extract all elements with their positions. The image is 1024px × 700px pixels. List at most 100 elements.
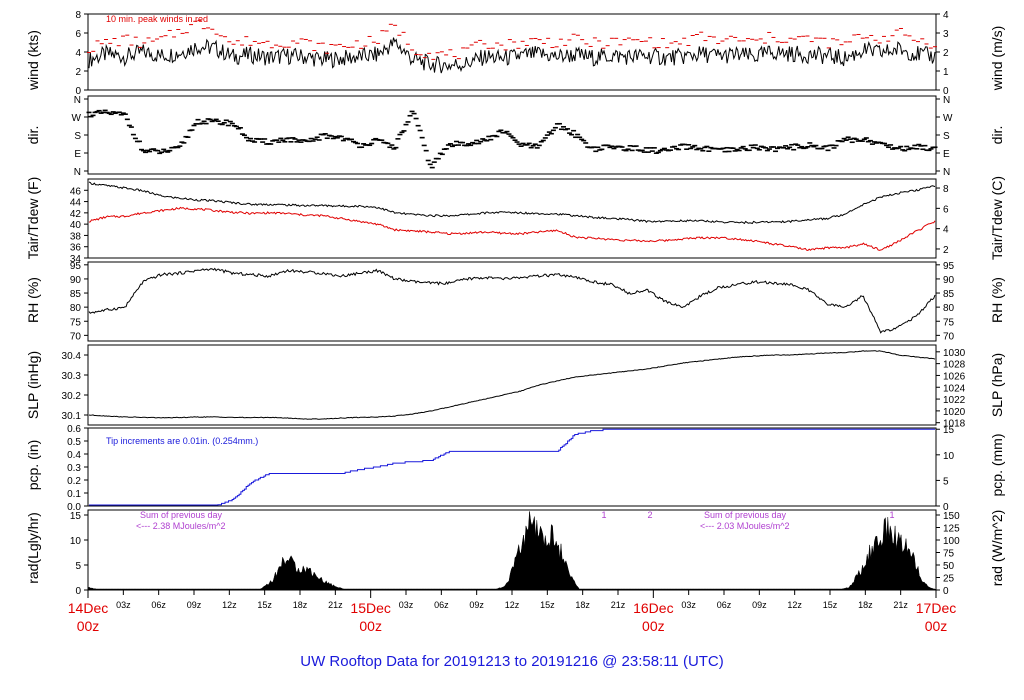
pcp-ylabel-left: pcp. (in) [25,440,41,491]
rad-tick-label-right: 125 [943,524,960,535]
dir-tick-label-right: E [943,149,950,160]
x-hour-label: 15z [540,600,555,610]
slp-ylabel-left: SLP (inHg) [25,351,41,419]
rad-tick-label-left: 10 [70,536,82,547]
slp-tick-label-right: 1022 [943,395,966,406]
temp-series-tdew [88,206,936,252]
rad-ylabel-left: rad(Lgly/hr) [25,512,41,584]
dir-tick-label-left: N [74,95,81,106]
x-hour-label: 21z [611,600,626,610]
wind-ylabel-left: wind (kts) [25,30,41,91]
x-day-date-label: 17Dec [916,600,956,616]
x-hour-label: 18z [293,600,308,610]
x-hour-label: 12z [222,600,237,610]
dir-tick-label-right: S [943,131,950,142]
rh-tick-label-right: 90 [943,275,955,286]
x-hour-label: 18z [575,600,590,610]
x-hour-label: 15z [823,600,838,610]
temp-tick-label-right: 8 [943,184,949,195]
temp-tick-label-right: 6 [943,204,949,215]
pcp-tick-label-right: 0 [943,502,949,513]
pcp-tick-label-left: 0.0 [67,502,81,513]
slp-tick-label-right: 1018 [943,419,966,430]
pcp-tick-label-left: 0.2 [67,476,81,487]
rh-tick-label-right: 75 [943,317,955,328]
x-day-date-label: 16Dec [633,600,673,616]
rad-tick-label-left: 15 [70,511,82,522]
temp-tick-label-left: 34 [70,254,82,265]
wind-tick-label-right: 1 [943,67,949,78]
wind-tick-label-left: 0 [75,86,81,97]
slp-tick-label-right: 1024 [943,383,966,394]
panel-rh [84,261,940,342]
pcp-tick-label-left: 0.3 [67,463,81,474]
rh-tick-label-left: 75 [70,317,82,328]
slp-tick-label-right: 1026 [943,371,966,382]
x-day-hour-label: 00z [925,618,948,634]
panel-slp [84,344,940,426]
wind-tick-label-right: 0 [943,86,949,97]
dir-tick-label-right: N [943,95,950,106]
x-hour-label: 21z [328,600,343,610]
x-day-date-label: 15Dec [350,600,390,616]
pcp-tick-label-left: 0.6 [67,424,81,435]
pcp-annotation: Tip increments are 0.01in. (0.254mm.) [106,436,258,446]
wind-tick-label-left: 6 [75,29,81,40]
rh-tick-label-right: 85 [943,289,955,300]
x-day-hour-label: 00z [642,618,665,634]
panel-wind [84,13,940,91]
pcp-series-line [89,428,935,506]
chart-title: UW Rooftop Data for 20191213 to 20191216… [300,653,724,670]
pcp-tick-label-left: 0.1 [67,489,81,500]
rad-annotation-line2: <--- 2.38 MJoules/m^2 [136,521,226,531]
slp-tick-label-left: 30.4 [62,351,82,362]
dir-plot-frame [87,95,937,175]
rh-tick-label-right: 80 [943,303,955,314]
rh-ylabel-right: RH (%) [989,277,1005,323]
x-hour-label: 03z [116,600,131,610]
temp-series-tair [88,181,936,225]
x-hour-label: 18z [858,600,873,610]
wind-series-line [88,37,936,74]
x-hour-label: 06z [151,600,166,610]
dir-tick-label-left: W [72,113,82,124]
dir-tick-label-right: W [943,113,953,124]
x-hour-label: 12z [505,600,520,610]
rh-tick-label-right: 95 [943,261,955,272]
pcp-tick-label-left: 0.5 [67,437,81,448]
temp-plot-frame [87,178,937,259]
rh-tick-label-left: 90 [70,275,82,286]
x-hour-label: 06z [717,600,732,610]
rh-tick-label-left: 80 [70,303,82,314]
wind-tick-label-left: 8 [75,10,81,21]
rad-tick-label-right: 50 [943,561,955,572]
pcp-tick-label-right: 5 [943,476,949,487]
slp-tick-label-right: 1028 [943,360,966,371]
rh-tick-label-left: 95 [70,261,82,272]
wind-tick-label-left: 4 [75,48,81,59]
slp-tick-label-left: 30.3 [62,371,82,382]
wind-ylabel-right: wind (m/s) [989,26,1005,92]
slp-plot-frame [87,344,937,426]
x-hour-label: 03z [399,600,414,610]
rh-plot-frame [87,261,937,342]
slp-tick-label-right: 1020 [943,407,966,418]
wind-tick-label-right: 2 [943,48,949,59]
panel-pcp [84,427,940,507]
pcp-tick-label-right: 10 [943,451,955,462]
pcp-tick-label-left: 0.4 [67,450,81,461]
panel-dir [84,95,940,175]
rad-annotation-line2: <--- 2.03 MJoules/m^2 [700,521,790,531]
panel-temp [84,178,940,259]
slp-tick-label-right: 1030 [943,348,966,359]
pcp-tick-label-right: 15 [943,425,955,436]
dir-tick-label-left: N [74,167,81,178]
rh-ylabel-left: RH (%) [25,277,41,323]
temp-tick-label-left: 36 [70,243,82,254]
x-hour-label: 21z [893,600,908,610]
wind-tick-label-right: 4 [943,10,949,21]
slp-series-line [88,350,936,420]
temp-tick-label-right: 2 [943,245,949,256]
slp-tick-label-left: 30.1 [62,411,82,422]
